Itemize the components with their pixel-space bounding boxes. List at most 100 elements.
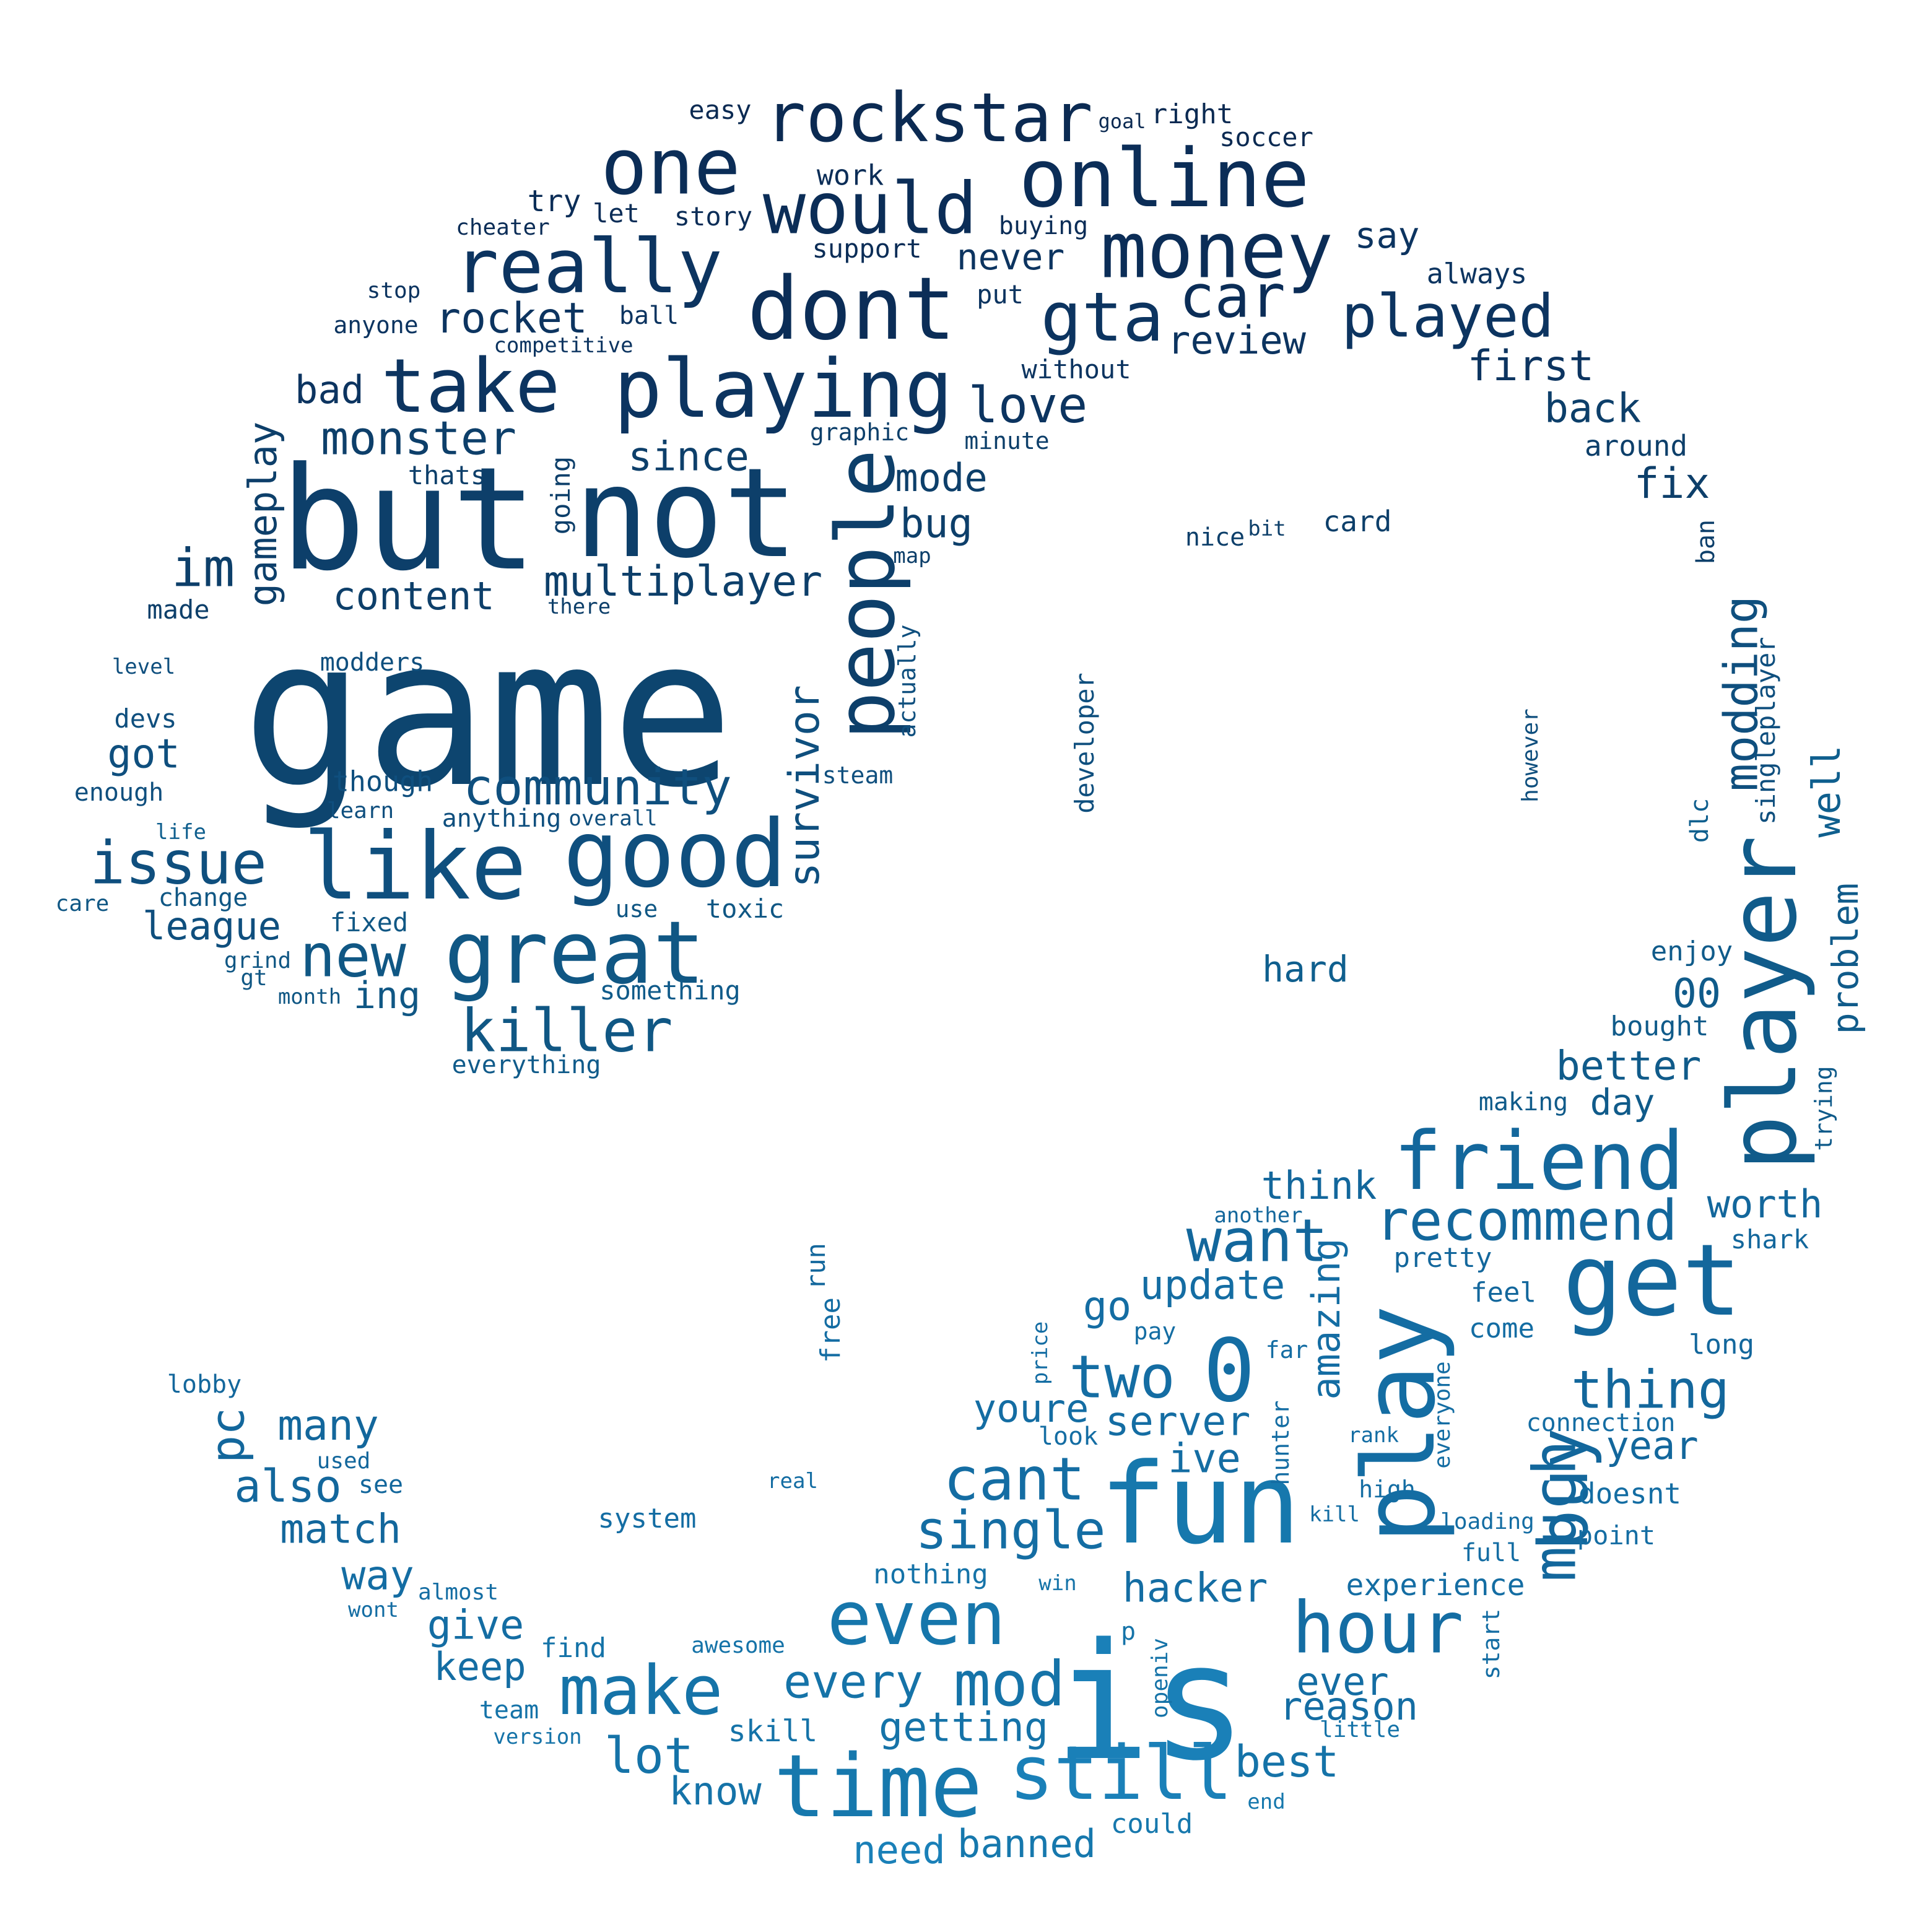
word-anyone: anyone — [333, 311, 419, 339]
word-hard: hard — [1262, 948, 1349, 990]
word-shark: shark — [1730, 1224, 1809, 1255]
word-dont: dont — [747, 259, 956, 360]
word-want: want — [1186, 1207, 1328, 1276]
word-graphic: graphic — [809, 419, 910, 446]
word-ing: ing — [353, 974, 421, 1017]
word-nice: nice — [1185, 523, 1245, 552]
word-map: map — [893, 544, 931, 568]
word-hunter: hunter — [1267, 1400, 1294, 1486]
word-playing: playing — [614, 342, 953, 436]
word-day: day — [1590, 1081, 1655, 1123]
word-full: full — [1461, 1539, 1521, 1567]
word-never: never — [956, 236, 1065, 278]
word-use: use — [615, 895, 658, 923]
word-but: but — [280, 437, 538, 603]
word-back: back — [1544, 385, 1642, 432]
word-try: try — [527, 184, 581, 219]
word-best: best — [1234, 1736, 1339, 1787]
word-also: also — [234, 1460, 342, 1512]
word-something: something — [599, 975, 741, 1006]
word-every: every — [783, 1654, 923, 1709]
word-ive: ive — [1168, 1435, 1241, 1482]
word-problem: problem — [1824, 882, 1866, 1035]
word-trying: trying — [1810, 1066, 1837, 1151]
word-bad: bad — [295, 367, 364, 412]
word-devs: devs — [114, 703, 177, 734]
word-soccer: soccer — [1219, 122, 1313, 152]
word-getting: getting — [879, 1704, 1048, 1751]
word-find: find — [541, 1632, 606, 1664]
word-worth: worth — [1707, 1181, 1823, 1227]
word-0: 0 — [1203, 1321, 1256, 1422]
word-skill: skill — [728, 1714, 818, 1749]
word-ever: ever — [1296, 1659, 1389, 1704]
word-youre: youre — [973, 1386, 1089, 1431]
word-community: community — [463, 759, 732, 816]
word-grind: grind — [224, 948, 292, 973]
word-little: little — [1319, 1717, 1401, 1743]
word-game: game — [242, 594, 734, 832]
word-mode: mode — [895, 455, 988, 500]
word-buying: buying — [998, 212, 1089, 240]
word-overall: overall — [568, 806, 658, 831]
word-life: life — [155, 820, 206, 845]
word-money: money — [1100, 206, 1334, 296]
word-card: card — [1323, 505, 1392, 538]
word-minute: minute — [964, 427, 1050, 455]
word-actually: actually — [894, 624, 921, 738]
word-month: month — [277, 985, 342, 1009]
word-ball: ball — [619, 302, 679, 330]
word-nothing: nothing — [873, 1559, 988, 1590]
word-bit: bit — [1248, 516, 1286, 541]
word-gta: gta — [1040, 277, 1164, 357]
word-work: work — [816, 159, 884, 192]
word-right: right — [1151, 98, 1234, 130]
word-far: far — [1265, 1336, 1308, 1364]
word-another: another — [1214, 1203, 1303, 1228]
word-multiplayer: multiplayer — [543, 557, 823, 606]
word-developer: developer — [1069, 672, 1100, 814]
word-get: get — [1562, 1222, 1742, 1338]
word-issue: issue — [90, 829, 267, 898]
word-wont: wont — [348, 1598, 399, 1622]
word-steam: steam — [822, 762, 894, 789]
word-singleplayer: singleplayer — [1751, 637, 1781, 825]
word-bought: bought — [1610, 1011, 1709, 1042]
word-there: there — [547, 594, 611, 619]
word-start: start — [1478, 1608, 1505, 1680]
word-played: played — [1341, 282, 1554, 351]
word-going: going — [546, 456, 576, 535]
word-hour: hour — [1292, 1586, 1464, 1670]
word-online: online — [1019, 131, 1310, 225]
word-lot: lot — [604, 1727, 694, 1785]
word-put: put — [977, 279, 1024, 310]
word-rank: rank — [1348, 1423, 1399, 1448]
word-everyone: everyone — [1430, 1361, 1455, 1469]
word-like: like — [303, 813, 527, 921]
word-im: im — [171, 537, 235, 599]
word-many: many — [277, 1401, 379, 1450]
word-anything: anything — [442, 804, 562, 833]
word-fun: fun — [1099, 1440, 1301, 1569]
word-point: point — [1577, 1520, 1656, 1551]
word-goal: goal — [1098, 110, 1146, 133]
word-pc: pc — [200, 1407, 255, 1464]
word-competitive: competitive — [494, 333, 633, 358]
word-cheater: cheater — [456, 215, 550, 240]
word-better: better — [1556, 1043, 1702, 1090]
word-could: could — [1110, 1808, 1193, 1840]
word-support: support — [812, 233, 922, 264]
word-first: first — [1467, 342, 1595, 391]
word-love: love — [968, 376, 1088, 434]
word-much: much — [1521, 1440, 1590, 1582]
word-good: good — [563, 801, 787, 908]
word-player: player — [1710, 835, 1817, 1171]
word-year: year — [1606, 1423, 1699, 1468]
word-enjoy: enjoy — [1650, 936, 1733, 967]
word-connection: connection — [1526, 1409, 1676, 1437]
word-need: need — [853, 1827, 946, 1873]
word-killer: killer — [460, 997, 673, 1066]
word-fixed: fixed — [329, 907, 409, 938]
word-since: since — [628, 433, 749, 481]
